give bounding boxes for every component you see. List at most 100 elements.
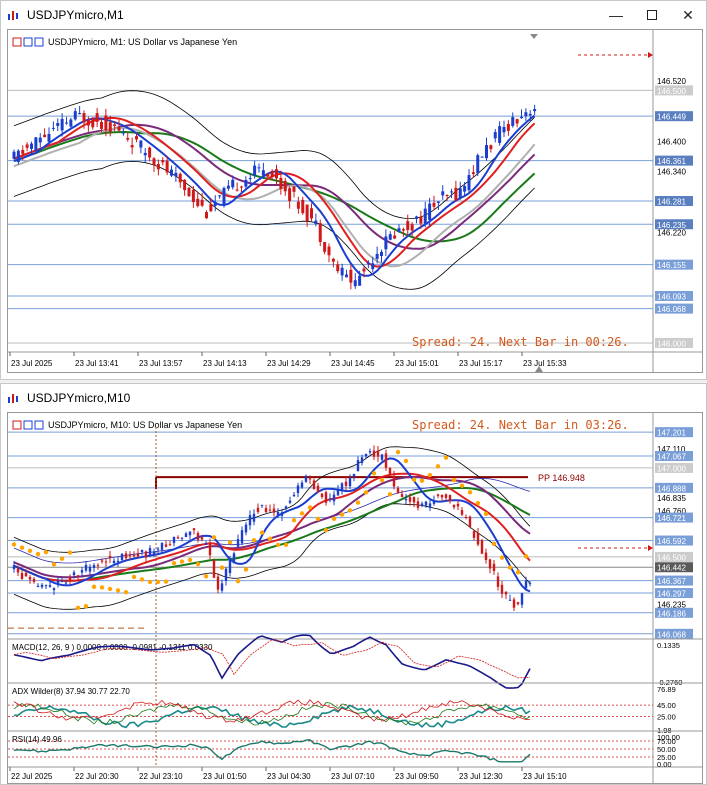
candle-body (222, 187, 226, 206)
candle-body (332, 494, 336, 502)
price-tag (655, 628, 693, 639)
candle-body (412, 497, 416, 503)
sar-dot (355, 500, 361, 505)
candle-body (44, 585, 48, 587)
candle-body (388, 468, 392, 475)
price-tag (655, 462, 693, 473)
candle-body (416, 501, 420, 508)
sar-dot (491, 541, 497, 546)
candle-body (88, 566, 92, 572)
price-chart-m1[interactable]: USDJPYmicro, M1: US Dollar vs Japanese Y… (8, 30, 702, 372)
candle-body (69, 119, 73, 127)
sar-dot (419, 478, 425, 483)
close-button[interactable]: ✕ (670, 1, 706, 29)
candle-body (100, 121, 103, 129)
bollinger-lower (13, 160, 535, 290)
candle-body (96, 565, 100, 567)
price-tag (655, 259, 693, 270)
rsi-scale-label: 75.00 (657, 737, 676, 746)
title-bar[interactable]: USDJPYmicro,M1 (1, 1, 706, 29)
sar-dot (203, 574, 209, 579)
price-tag-label: 146.361 (657, 157, 686, 166)
sar-dot (291, 518, 297, 523)
candle-body (252, 513, 256, 522)
candle-body (236, 539, 240, 547)
ma-green-line (13, 487, 531, 582)
time-axis-label: 23 Jul 15:17 (459, 359, 503, 368)
candle-body (92, 565, 96, 568)
candle-body (184, 533, 188, 538)
candle-body (132, 554, 136, 557)
candle-body (316, 485, 320, 493)
price-tag-label: 146.442 (657, 564, 686, 573)
candle-body (108, 122, 112, 132)
candle-body (533, 109, 537, 112)
time-axis-label: 22 Jul 2025 (11, 772, 53, 781)
price-axis-label: 146.760 (657, 507, 686, 516)
ma-gray-line (13, 126, 536, 268)
sar-dot (179, 559, 185, 564)
price-tag-label: 146.888 (657, 484, 686, 493)
candle-body (404, 498, 408, 501)
chart-app-icon (8, 394, 18, 403)
price-tag (655, 607, 693, 618)
macd-label: MACD(12, 26, 9 ) 0.0000 0.0000 -0.0981 -… (12, 643, 213, 652)
sar-dot (43, 549, 49, 555)
candle-body (80, 570, 84, 573)
candle-body (276, 511, 280, 516)
sar-dot (371, 471, 377, 476)
sar-dot (251, 538, 257, 543)
minimize-button[interactable]: — (598, 1, 634, 29)
price-axis-label: 146.520 (657, 77, 686, 86)
candle-body (52, 588, 56, 591)
candle-body (21, 150, 25, 154)
macd-signal-line (13, 639, 530, 679)
candle-body (176, 537, 180, 539)
sar-dot (379, 478, 385, 483)
candle-body (231, 179, 235, 188)
candle-body (336, 264, 340, 272)
time-axis-label: 23 Jul 04:30 (267, 772, 311, 781)
price-chart-m10[interactable]: USDJPYmicro, M10: US Dollar vs Japanese … (8, 413, 702, 783)
chart-window-m1: USDJPYmicro,M1 — ✕ USDJPYmicro, M1: US D… (0, 0, 707, 380)
sar-dot (363, 490, 369, 495)
maximize-button[interactable] (634, 1, 670, 29)
candle-body (36, 585, 40, 587)
candle-body (65, 122, 68, 124)
chart-area-m10[interactable]: USDJPYmicro, M10: US Dollar vs Japanese … (7, 412, 703, 784)
candle-body (172, 536, 176, 544)
ma-red-line (13, 472, 531, 582)
sar-dot (115, 588, 121, 593)
sar-dot (451, 477, 457, 483)
candle-body (440, 494, 444, 498)
macd-line (13, 634, 531, 689)
candle-body (296, 201, 300, 209)
sar-dot (459, 483, 465, 488)
sar-dot (75, 605, 81, 611)
candle-body (275, 169, 278, 179)
candle-body (288, 500, 292, 503)
arrow-right-icon (648, 545, 653, 552)
price-tag-label: 146.500 (657, 87, 686, 96)
candle-body (91, 117, 95, 128)
sar-dot (147, 579, 153, 585)
time-axis-label: 23 Jul 14:29 (267, 359, 311, 368)
price-axis-label: 146.340 (657, 168, 686, 177)
candle-body (331, 258, 335, 262)
candle-body (397, 228, 401, 232)
candle-body (504, 591, 508, 595)
title-bar[interactable]: USDJPYmicro,M10 (1, 384, 706, 412)
bollinger-upper (13, 446, 531, 553)
candle-body (204, 543, 208, 545)
candle-body (200, 199, 204, 206)
candle-body (328, 498, 332, 501)
candle-body (261, 170, 265, 176)
price-tag (655, 219, 693, 230)
sar-dot (163, 579, 169, 584)
adx-line (13, 699, 530, 723)
chart-area-m1[interactable]: USDJPYmicro, M1: US Dollar vs Japanese Y… (7, 29, 703, 373)
candle-body (480, 156, 484, 158)
candle-body (183, 179, 187, 191)
candle-body (304, 475, 308, 482)
candle-body (100, 560, 104, 562)
